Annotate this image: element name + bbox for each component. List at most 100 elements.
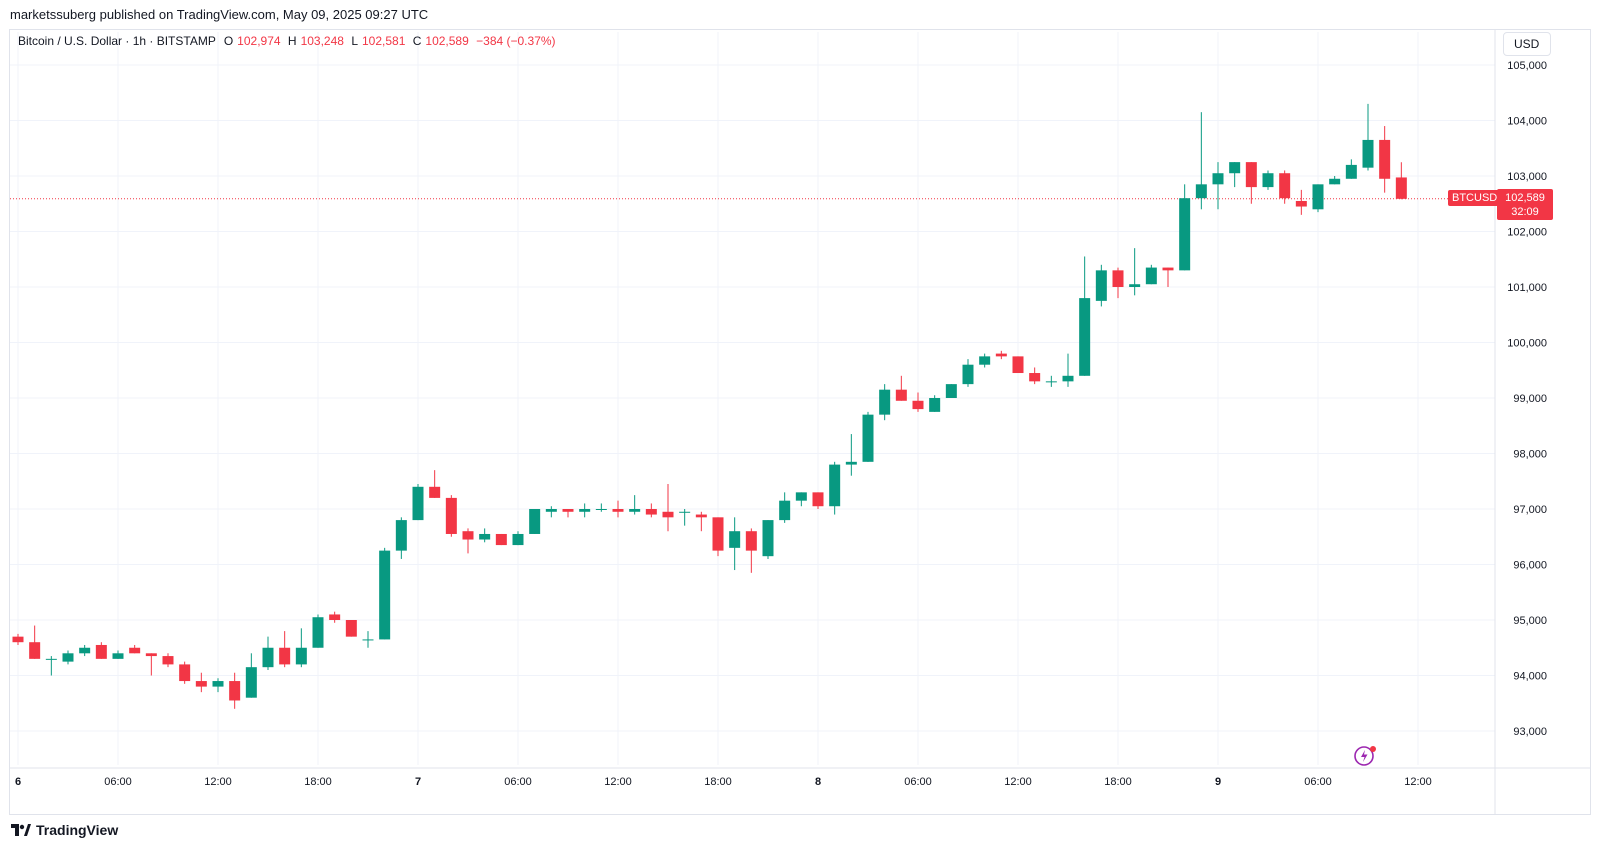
sparkle-icon[interactable] <box>1351 744 1379 768</box>
candle-body <box>412 486 424 521</box>
candle-body <box>545 509 557 512</box>
candle-body <box>695 514 707 518</box>
candle-body <box>1145 267 1157 285</box>
candle-body <box>812 492 824 507</box>
candle-body <box>629 509 641 512</box>
high-label: H <box>287 34 297 48</box>
candle-body <box>1379 139 1391 179</box>
y-tick-label: 105,000 <box>1507 60 1547 72</box>
candle-body <box>895 389 907 401</box>
candle-body <box>295 647 307 665</box>
candle-body <box>1262 173 1274 188</box>
x-tick-label: 12:00 <box>604 776 632 788</box>
x-tick-label: 12:00 <box>1404 776 1432 788</box>
candle-body <box>245 667 257 698</box>
candle-body <box>1212 173 1224 185</box>
candle-body <box>1095 270 1107 301</box>
candle-body <box>1045 381 1057 383</box>
candle-body <box>45 658 57 660</box>
candle-body <box>145 653 157 657</box>
x-tick-label: 06:00 <box>504 776 532 788</box>
candle-body <box>612 509 624 512</box>
candle-body <box>995 353 1007 357</box>
close-label: C <box>412 34 422 48</box>
candle-body <box>579 509 591 512</box>
candle-body <box>845 461 857 465</box>
candle-body <box>195 681 207 687</box>
y-tick-label: 98,000 <box>1513 449 1547 461</box>
x-tick-label: 9 <box>1215 776 1221 788</box>
candle-body <box>1345 164 1357 179</box>
candle-body <box>795 492 807 501</box>
y-tick-label: 103,000 <box>1507 171 1547 183</box>
open-value: 102,974 <box>237 34 281 48</box>
y-tick-label: 102,000 <box>1507 227 1547 239</box>
candle-body <box>1279 173 1291 199</box>
brand-name: TradingView <box>36 822 119 838</box>
y-tick-label: 95,000 <box>1513 615 1547 627</box>
tradingview-logo-icon <box>11 824 31 836</box>
x-tick-label: 18:00 <box>704 776 732 788</box>
candle-body <box>529 509 541 534</box>
publish-info: marketssuberg published on TradingView.c… <box>10 7 429 22</box>
tradingview-brand[interactable]: TradingView <box>11 822 118 838</box>
candle-body <box>329 614 341 620</box>
high-value: 103,248 <box>300 34 344 48</box>
y-tick-label: 93,000 <box>1513 726 1547 738</box>
candle-body <box>29 642 41 659</box>
x-tick-label: 06:00 <box>104 776 132 788</box>
candle-body <box>1129 284 1141 287</box>
candle-body <box>1029 373 1041 382</box>
candle-body <box>262 647 274 668</box>
candle-body <box>712 517 724 551</box>
candle-body <box>362 639 374 641</box>
candle-body <box>879 389 891 415</box>
candle-body <box>379 550 391 640</box>
candle-body <box>62 653 74 662</box>
candle-body <box>462 531 474 540</box>
last-price-tag: 102,589 32:09 <box>1497 189 1553 220</box>
close-value: 102,589 <box>425 34 469 48</box>
candle-body <box>395 520 407 551</box>
currency-button[interactable]: USD <box>1503 32 1551 56</box>
last-price: 102,589 <box>1505 192 1545 204</box>
candle-body <box>945 384 957 398</box>
candle-body <box>129 647 141 654</box>
x-tick-label: 12:00 <box>204 776 232 788</box>
x-tick-label: 06:00 <box>1304 776 1332 788</box>
open-label: O <box>223 34 234 48</box>
candle-body <box>962 364 974 385</box>
chart-frame <box>9 29 1591 815</box>
candle-body <box>95 644 107 659</box>
candle-body <box>762 520 774 557</box>
candle-body <box>862 414 874 462</box>
candle-body <box>1112 270 1124 287</box>
candle-body <box>312 617 324 648</box>
candle-body <box>512 533 524 546</box>
candle-body <box>1162 267 1174 271</box>
candle-body <box>1329 178 1341 185</box>
symbol-price-tag: BTCUSD <box>1448 190 1502 206</box>
y-tick-label: 94,000 <box>1513 671 1547 683</box>
y-tick-label: 99,000 <box>1513 393 1547 405</box>
candle-body <box>1395 177 1407 199</box>
candle-body <box>212 681 224 687</box>
y-tick-label: 104,000 <box>1507 116 1547 128</box>
candle-body <box>912 400 924 410</box>
symbol-label[interactable]: Bitcoin / U.S. Dollar · 1h · BITSTAMP <box>18 34 216 48</box>
candle-body <box>12 636 24 643</box>
x-tick-label: 18:00 <box>304 776 332 788</box>
bar-countdown: 32:09 <box>1511 206 1539 218</box>
candle-body <box>345 620 357 637</box>
ohlc-legend: Bitcoin / U.S. Dollar · 1h · BITSTAMP O 10… <box>18 34 560 48</box>
candle-body <box>1079 298 1091 376</box>
candle-body <box>112 653 124 659</box>
candle-body <box>729 531 741 548</box>
x-tick-label: 6 <box>15 776 21 788</box>
candle-body <box>679 511 691 513</box>
candle-body <box>1062 375 1074 382</box>
candle-body <box>829 464 841 507</box>
candle-body <box>229 681 241 701</box>
x-tick-label: 8 <box>815 776 821 788</box>
